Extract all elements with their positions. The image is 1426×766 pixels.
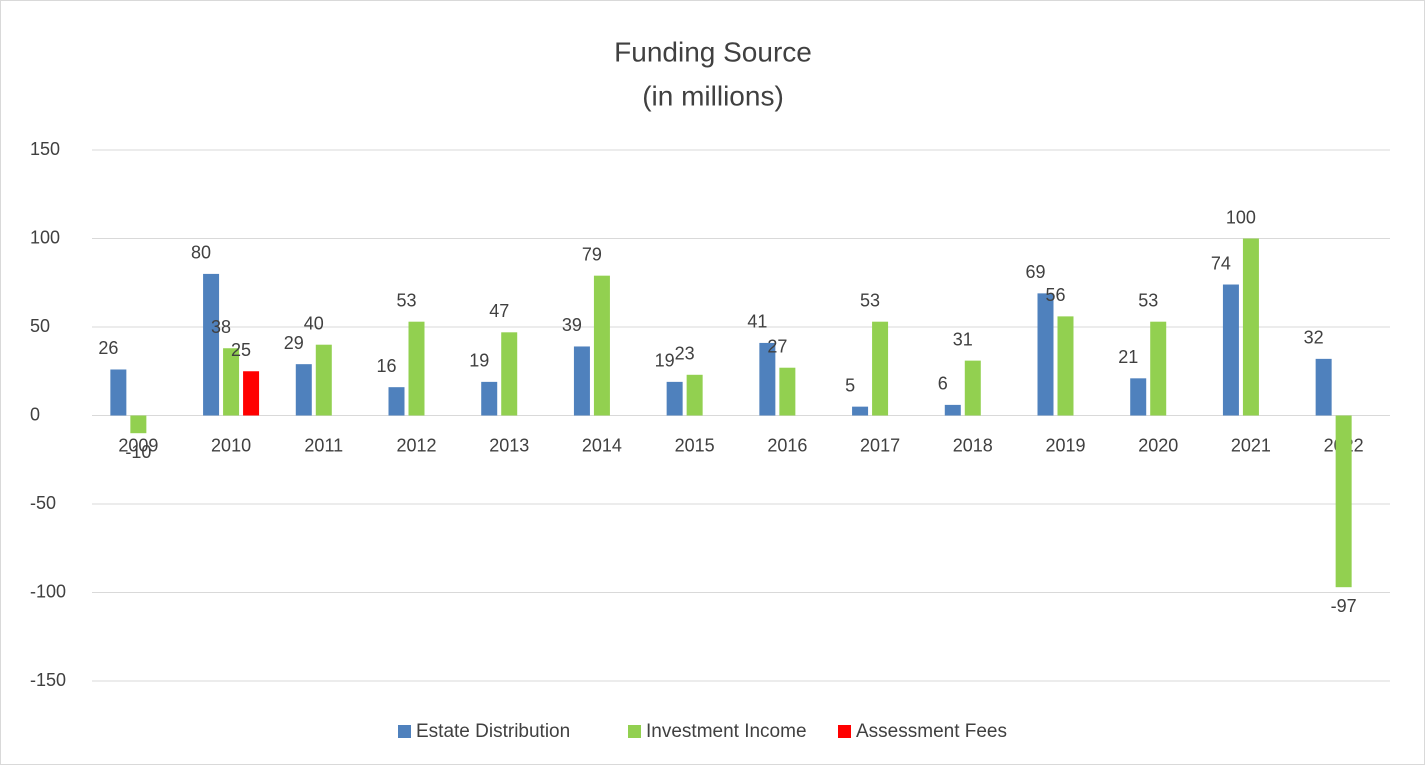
data-label: -10 — [125, 442, 151, 462]
x-tick-label: 2013 — [489, 435, 529, 455]
bar — [686, 374, 703, 416]
bar — [315, 344, 332, 416]
data-label: 16 — [376, 356, 396, 376]
x-tick-label: 2015 — [675, 435, 715, 455]
bar — [223, 348, 240, 416]
bar — [243, 371, 260, 416]
x-tick-label: 2009 — [118, 435, 158, 455]
data-label: 39 — [562, 315, 582, 335]
data-label: 80 — [191, 243, 211, 263]
data-label: 53 — [860, 290, 880, 310]
bar — [203, 273, 220, 416]
bar — [388, 387, 405, 416]
legend-swatch — [628, 725, 641, 738]
data-label: 25 — [231, 340, 251, 360]
data-label: 40 — [304, 313, 324, 333]
bar — [573, 346, 590, 416]
chart-subtitle: (in millions) — [642, 80, 784, 111]
data-label: 53 — [396, 290, 416, 310]
legend-swatch — [398, 725, 411, 738]
bar — [852, 406, 869, 416]
bar — [1057, 316, 1074, 416]
x-tick-label: 2020 — [1138, 435, 1178, 455]
bar — [944, 404, 961, 416]
data-label: 19 — [469, 351, 489, 371]
legend-swatch — [838, 725, 851, 738]
x-tick-label: 2010 — [211, 435, 251, 455]
legend-label: Estate Distribution — [416, 721, 570, 742]
data-label: 100 — [1226, 207, 1256, 227]
bar — [1222, 284, 1239, 416]
bar — [1315, 358, 1332, 416]
data-label: 47 — [489, 301, 509, 321]
bar — [666, 381, 683, 416]
bar — [295, 364, 312, 416]
bar — [1242, 238, 1259, 416]
x-tick-label: 2014 — [582, 435, 622, 455]
data-label: -97 — [1331, 596, 1357, 616]
bar — [408, 321, 425, 416]
data-label: 41 — [747, 312, 767, 332]
legend-label: Assessment Fees — [856, 721, 1007, 742]
bar — [1335, 415, 1352, 588]
data-label: 26 — [98, 338, 118, 358]
x-tick-label: 2016 — [767, 435, 807, 455]
bar — [1150, 321, 1167, 416]
y-tick-label: 100 — [30, 227, 60, 247]
data-label: 29 — [284, 333, 304, 353]
data-label: 23 — [675, 344, 695, 364]
bar — [759, 342, 776, 416]
data-label: 79 — [582, 244, 602, 264]
bar — [1130, 378, 1147, 416]
data-label: 32 — [1304, 328, 1324, 348]
y-tick-label: 50 — [30, 316, 50, 336]
chart-title: Funding Source — [614, 36, 812, 67]
bar — [130, 415, 147, 434]
data-label: 5 — [845, 375, 855, 395]
data-label: 38 — [211, 317, 231, 337]
data-label: 21 — [1118, 347, 1138, 367]
y-tick-label: -150 — [30, 670, 66, 690]
data-label: 53 — [1138, 290, 1158, 310]
bar — [779, 367, 796, 416]
x-tick-label: 2017 — [860, 435, 900, 455]
legend-label: Investment Income — [646, 721, 807, 742]
data-label: 31 — [953, 329, 973, 349]
data-label: 56 — [1045, 285, 1065, 305]
bar — [964, 360, 981, 416]
bar — [110, 369, 127, 416]
x-tick-label: 2021 — [1231, 435, 1271, 455]
x-tick-label: 2018 — [953, 435, 993, 455]
x-tick-label: 2011 — [304, 435, 343, 455]
data-label: 69 — [1025, 262, 1045, 282]
bar — [593, 275, 610, 416]
x-tick-label: 2012 — [396, 435, 436, 455]
data-label: 19 — [655, 351, 675, 371]
y-tick-label: -100 — [30, 581, 66, 601]
y-tick-label: 0 — [30, 404, 40, 424]
bar — [501, 332, 518, 416]
bar — [1037, 293, 1054, 416]
x-tick-label: 2019 — [1045, 435, 1085, 455]
y-tick-label: 150 — [30, 139, 60, 159]
data-label: 74 — [1211, 253, 1231, 273]
y-tick-label: -50 — [30, 493, 56, 513]
bar — [481, 381, 498, 416]
data-label: 27 — [767, 336, 787, 356]
data-label: 6 — [938, 374, 948, 394]
bar — [872, 321, 889, 416]
